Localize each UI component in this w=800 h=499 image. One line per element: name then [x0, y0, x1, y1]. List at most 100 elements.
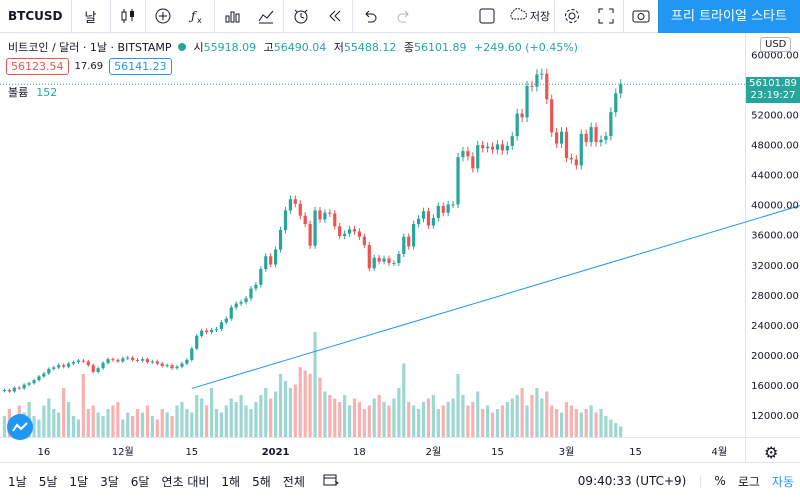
volume-bar [239, 395, 243, 437]
volume-bar [555, 409, 559, 437]
volume-bar [520, 388, 524, 437]
volume-bar [614, 423, 618, 437]
price-tick-label: 40000.00 [751, 201, 799, 212]
candle-body [481, 145, 485, 149]
toolbar-divider [282, 0, 284, 33]
buy-button[interactable]: 56141.23 [109, 58, 172, 75]
candle-body [564, 131, 569, 158]
volume-bar [421, 402, 426, 437]
bottom-toolbar: 1날 5날 1달 3달 6달 연초 대비 1해 5해 전체 09:40:33 (UTC+9) |… [0, 462, 800, 499]
trend-line[interactable] [191, 168, 800, 389]
volume-bar [121, 419, 125, 437]
undo-icon[interactable] [353, 0, 387, 33]
candle-body [259, 269, 263, 285]
candle-body [402, 236, 406, 255]
add-indicator-icon[interactable] [146, 0, 180, 33]
candle-body [431, 217, 435, 226]
candle-body [155, 361, 159, 364]
time-tick-label: 4월 [712, 446, 728, 458]
bottom-right-controls: 09:40:33 (UTC+9) | % 로그 자동 [572, 463, 800, 499]
candle-body [589, 127, 593, 143]
range-button[interactable]: 3달 [100, 474, 119, 489]
tradingview-logo-icon[interactable] [7, 414, 33, 440]
change-value: +249.60 (+0.45%) [474, 41, 578, 54]
volume-bar [461, 395, 465, 437]
volume-bar [2, 416, 7, 437]
redo-icon[interactable] [387, 0, 421, 33]
candle-body [407, 236, 411, 247]
volume-bar [274, 391, 278, 437]
range-button[interactable]: 5해 [252, 474, 271, 489]
symbol-search[interactable]: BTCUSD [8, 8, 63, 23]
trend-line-segment[interactable] [191, 168, 800, 389]
candle-body [476, 145, 480, 169]
goto-date-icon[interactable] [317, 473, 345, 490]
range-button[interactable]: 전체 [282, 474, 305, 489]
candles-icon[interactable] [111, 0, 145, 33]
price-tick-label: 28000.00 [751, 291, 799, 302]
volume-label[interactable]: 볼륨 [8, 86, 29, 99]
candle-body [559, 131, 564, 144]
price-chart[interactable]: 12000.00 16000.00 20000.00 24000.00 28000.00… [0, 33, 800, 462]
candle-body [214, 329, 219, 331]
range-button[interactable]: 1달 [69, 474, 89, 489]
percent-toggle[interactable]: % [714, 474, 726, 488]
volume-bar [471, 402, 475, 437]
candle-body [17, 387, 21, 389]
rewind-icon[interactable] [318, 0, 352, 33]
save-button[interactable]: 저장 [504, 0, 554, 33]
volume-bar [328, 395, 332, 437]
volume-bar [195, 395, 199, 437]
volume-bar [185, 409, 189, 437]
alarm-icon[interactable] [284, 0, 318, 33]
candle-body [234, 303, 238, 308]
volume-bar [224, 405, 228, 437]
volume-bar [545, 391, 549, 437]
candle-body [204, 330, 209, 333]
candle-body [318, 210, 322, 220]
volume-bar [155, 419, 159, 437]
volume-bar [451, 398, 455, 437]
candles [2, 68, 623, 393]
volume-bar [574, 409, 578, 437]
range-button[interactable]: 1날 [8, 474, 27, 489]
series-title[interactable]: 비트코인 / 달러 · 1날 · BITSTAMP [8, 41, 172, 54]
volume-bar [81, 374, 85, 437]
free-trial-button[interactable]: 프리 트라이얼 스타트 [658, 0, 800, 33]
spread-value: 17.69 [74, 61, 104, 72]
camera-icon[interactable] [624, 0, 658, 33]
volume-bar [86, 409, 90, 437]
fullscreen-icon[interactable] [589, 0, 623, 33]
currency-badge[interactable]: USD [760, 37, 792, 52]
volume-bar [362, 409, 366, 437]
time-axis[interactable]: 16 12월 15 2021 18 2월 15 3월 15 4월 [38, 446, 728, 458]
candle-body [347, 229, 352, 234]
range-button[interactable]: 5날 [38, 474, 58, 489]
range-button[interactable]: 연초 대비 [161, 474, 210, 489]
volume-bar [397, 388, 401, 437]
candle-body [392, 263, 396, 265]
time-tick-label: 12월 [112, 446, 134, 458]
range-button[interactable]: 1해 [221, 474, 241, 489]
sell-button[interactable]: 56123.54 [6, 58, 69, 75]
bar-chart-icon[interactable] [215, 0, 249, 33]
log-toggle[interactable]: 로그 [737, 474, 760, 489]
timezone-button[interactable]: 09:40:33 (UTC+9) [577, 474, 687, 488]
settings-icon[interactable] [555, 0, 589, 33]
candle-body [293, 199, 297, 204]
line-chart-icon[interactable] [249, 0, 283, 33]
chart-settings-icon[interactable]: ⚙ [764, 443, 779, 462]
interval-button[interactable]: 날 [84, 10, 97, 26]
candle-body [515, 113, 519, 137]
price-axis[interactable]: 12000.00 16000.00 20000.00 24000.00 28000.00… [751, 51, 799, 422]
auto-toggle[interactable]: 자동 [771, 474, 794, 489]
candle-body [555, 132, 559, 144]
layout-icon[interactable] [470, 0, 504, 33]
volume-bar [584, 409, 588, 437]
market-status-icon[interactable] [177, 43, 186, 51]
candle-body [540, 73, 544, 75]
range-button[interactable]: 6달 [130, 474, 150, 489]
time-tick-label: 2월 [426, 446, 442, 458]
volume-bar [150, 416, 154, 437]
